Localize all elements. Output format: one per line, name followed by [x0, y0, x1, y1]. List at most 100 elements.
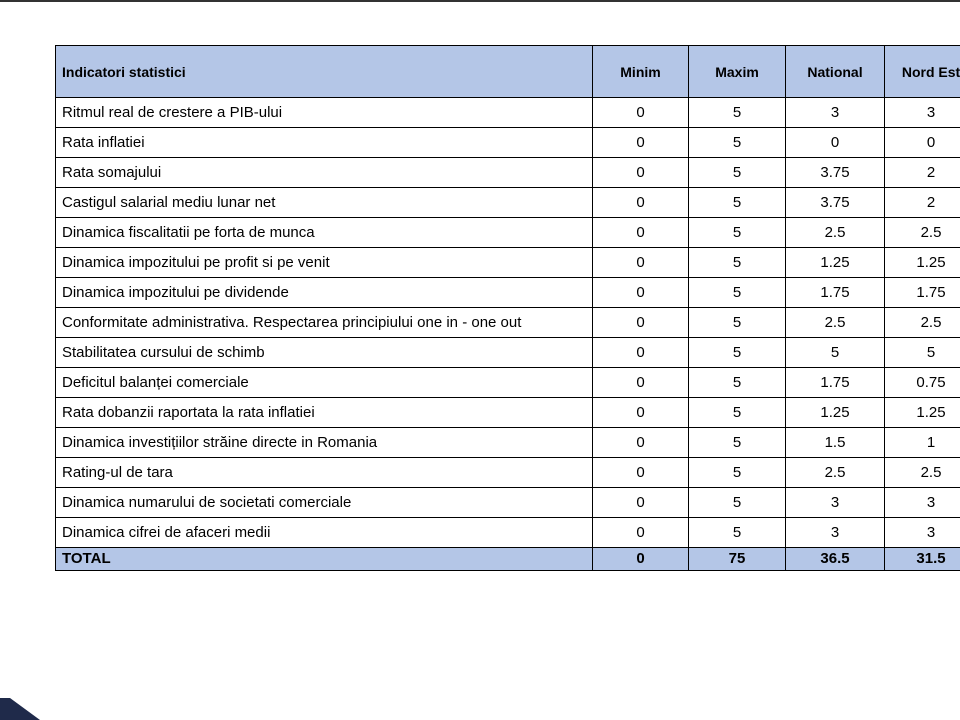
row: Dinamica cifrei de afaceri medii 0 5 3 3	[55, 517, 960, 548]
cell: 0	[592, 397, 689, 428]
cell: 0	[592, 97, 689, 128]
cell: Deficitul balanței comerciale	[55, 367, 593, 398]
cell: 3	[785, 487, 885, 518]
cell: 1.25	[884, 397, 960, 428]
cell: 2.5	[785, 307, 885, 338]
cell: 1.25	[785, 247, 885, 278]
row: Dinamica impozitului pe profit si pe ven…	[55, 247, 960, 278]
cell: 0	[592, 517, 689, 548]
cell: 0	[592, 307, 689, 338]
cell: 5	[688, 337, 786, 368]
cell: Stabilitatea cursului de schimb	[55, 337, 593, 368]
row: Dinamica investițiilor străine directe i…	[55, 427, 960, 458]
cell: 1.25	[785, 397, 885, 428]
cell: 0	[592, 247, 689, 278]
cell: 3	[884, 517, 960, 548]
cell: 5	[688, 157, 786, 188]
cell: Castigul salarial mediu lunar net	[55, 187, 593, 218]
cell: 5	[688, 457, 786, 488]
total-cell: 36.5	[785, 547, 885, 571]
cell: 5	[688, 307, 786, 338]
cell: Rata dobanzii raportata la rata inflatie…	[55, 397, 593, 428]
cell: 0	[592, 457, 689, 488]
header-row: Indicatori statistici Minim Maxim National N…	[55, 45, 960, 98]
row: Rata dobanzii raportata la rata inflatie…	[55, 397, 960, 428]
cell: Dinamica cifrei de afaceri medii	[55, 517, 593, 548]
cell: 1.5	[785, 427, 885, 458]
cell: 1.75	[884, 277, 960, 308]
cell: 1.75	[785, 367, 885, 398]
cell: Rating-ul de tara	[55, 457, 593, 488]
table: Indicatori statistici Minim Maxim National N…	[55, 45, 960, 571]
cell: 3	[785, 97, 885, 128]
row: Rating-ul de tara 0 5 2.5 2.5	[55, 457, 960, 488]
cell: 2.5	[785, 217, 885, 248]
row: Conformitate administrativa. Respectarea…	[55, 307, 960, 338]
header-cell: Nord Est	[884, 45, 960, 98]
total-cell: 75	[688, 547, 786, 571]
cell: 5	[688, 487, 786, 518]
cell: 5	[688, 427, 786, 458]
cell: 1.25	[884, 247, 960, 278]
cell: 5	[688, 247, 786, 278]
row: Rata somajului 0 5 3.75 2	[55, 157, 960, 188]
cell: 1	[884, 427, 960, 458]
cell: 0	[592, 337, 689, 368]
header-cell: National	[785, 45, 885, 98]
cell: 5	[688, 397, 786, 428]
row: Stabilitatea cursului de schimb 0 5 5 5	[55, 337, 960, 368]
total-cell: 0	[592, 547, 689, 571]
cell: 5	[688, 97, 786, 128]
decor	[0, 698, 40, 720]
header-cell: Minim	[592, 45, 689, 98]
cell: 5	[688, 187, 786, 218]
cell: 3	[884, 97, 960, 128]
cell: 0.75	[884, 367, 960, 398]
cell: Dinamica impozitului pe profit si pe ven…	[55, 247, 593, 278]
total-cell: 31.5	[884, 547, 960, 571]
cell: 5	[688, 277, 786, 308]
cell: 2.5	[884, 457, 960, 488]
row: Ritmul real de crestere a PIB-ului 0 5 3 3	[55, 97, 960, 128]
cell: 3.75	[785, 157, 885, 188]
cell: 0	[592, 127, 689, 158]
cell: 2	[884, 157, 960, 188]
cell: Dinamica fiscalitatii pe forta de munca	[55, 217, 593, 248]
cell: 5	[688, 127, 786, 158]
cell: 0	[592, 367, 689, 398]
row: Dinamica impozitului pe dividende 0 5 1.75 1…	[55, 277, 960, 308]
header-cell: Indicatori statistici	[55, 45, 593, 98]
cell: 2.5	[884, 217, 960, 248]
cell: Rata inflatiei	[55, 127, 593, 158]
cell: 5	[884, 337, 960, 368]
row: Rata inflatiei 0 5 0 0	[55, 127, 960, 158]
total-row: TOTAL 0 75 36.5 31.5	[55, 547, 960, 571]
cell: 0	[592, 187, 689, 218]
cell: 2.5	[884, 307, 960, 338]
cell: 0	[884, 127, 960, 158]
cell: 0	[592, 277, 689, 308]
cell: 0	[592, 157, 689, 188]
row: Dinamica numarului de societati comercia…	[55, 487, 960, 518]
cell: 5	[785, 337, 885, 368]
cell: 5	[688, 367, 786, 398]
cell: Rata somajului	[55, 157, 593, 188]
cell: 0	[592, 427, 689, 458]
cell: Ritmul real de crestere a PIB-ului	[55, 97, 593, 128]
cell: 1.75	[785, 277, 885, 308]
cell: 3	[884, 487, 960, 518]
cell: 3	[785, 517, 885, 548]
cell: Conformitate administrativa. Respectarea…	[55, 307, 593, 338]
cell: 0	[592, 217, 689, 248]
cell: 5	[688, 217, 786, 248]
cell: Dinamica investițiilor străine directe i…	[55, 427, 593, 458]
table-body: Ritmul real de crestere a PIB-ului 0 5 3 3 Ra…	[55, 97, 960, 571]
cell: 2.5	[785, 457, 885, 488]
cell: 3.75	[785, 187, 885, 218]
cell: 0	[592, 487, 689, 518]
row: Dinamica fiscalitatii pe forta de munca 0…	[55, 217, 960, 248]
cell: Dinamica impozitului pe dividende	[55, 277, 593, 308]
header-cell: Maxim	[688, 45, 786, 98]
cell: 2	[884, 187, 960, 218]
